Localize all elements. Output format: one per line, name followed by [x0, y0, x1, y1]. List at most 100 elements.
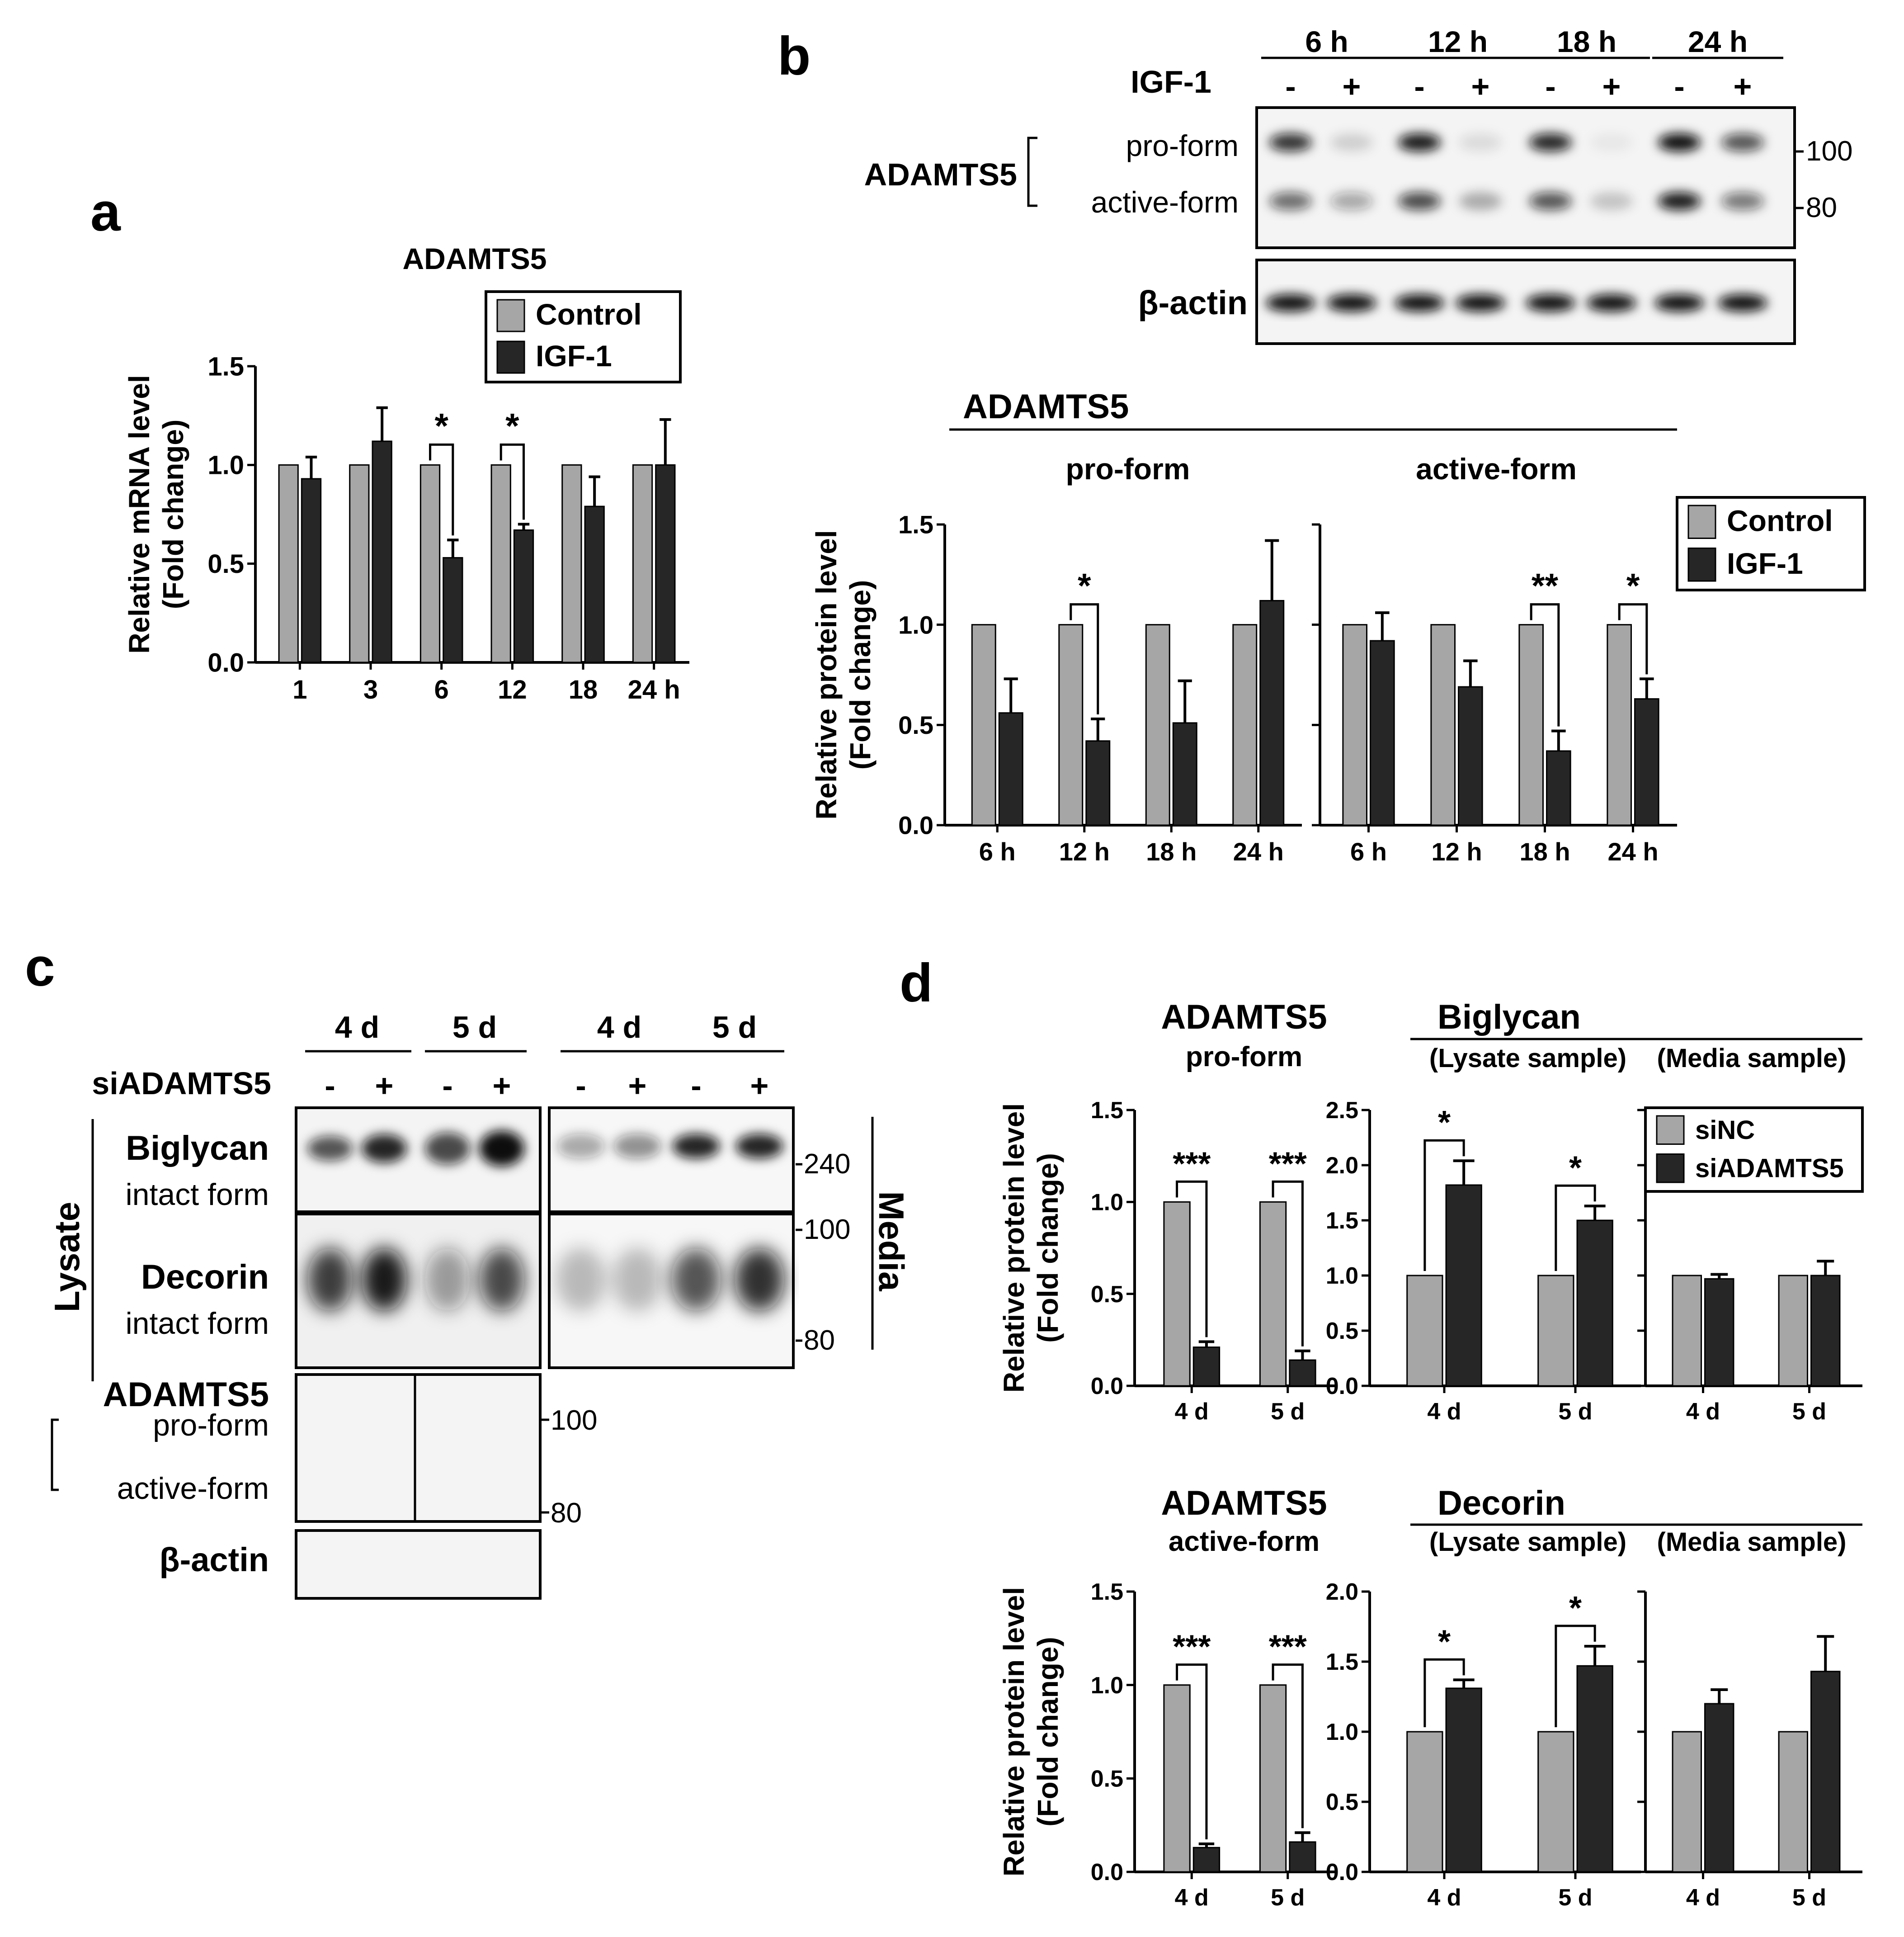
significance-label: ***: [1173, 1629, 1211, 1665]
y-tick-label: 0.0: [1326, 1859, 1358, 1885]
d-decorin-title: Decorin: [1437, 1484, 1565, 1522]
panel-b-blot: 6 h 12 h 18 h 24 h IGF-1 - + - + - + - + ADAMTS…: [864, 25, 1852, 345]
bar-control: [1232, 624, 1258, 826]
blot-band: [557, 1134, 605, 1159]
x-tick-label: 6 h: [1350, 837, 1387, 866]
legend-swatch: [1687, 548, 1716, 582]
x-tick-label: 3: [363, 675, 378, 704]
bar-control: [1672, 1731, 1702, 1873]
significance-bracket: [1530, 603, 1560, 727]
blot-b-adamts5-bands: [1269, 133, 1764, 210]
legend-swatch: [496, 299, 525, 332]
blot-band: [1658, 192, 1701, 210]
blot-c-actin-frame: [295, 1529, 542, 1600]
bar-control: [1342, 624, 1368, 826]
bar-treatment: [1810, 1275, 1841, 1387]
bar-control: [349, 464, 370, 663]
bar-control: [971, 624, 996, 826]
blot-b-loading-label: β-actin: [1138, 284, 1248, 321]
x-tick-label: 12 h: [1059, 837, 1110, 866]
blot-b-sign: +: [1471, 69, 1490, 104]
y-tick-label: 0.5: [1091, 1281, 1123, 1308]
bar-control: [419, 464, 441, 663]
d-decorin-media-label: (Media sample): [1657, 1527, 1847, 1557]
bar-treatment: [372, 440, 392, 663]
bar-treatment: [1370, 640, 1395, 826]
d-active-title: ADAMTS5: [1161, 1484, 1327, 1522]
blot-c-time-3: 4 d: [597, 1010, 641, 1044]
blot-band: [1459, 133, 1502, 151]
blot-c-sign: -: [575, 1068, 586, 1103]
significance-label: *: [1438, 1624, 1451, 1660]
blot-c-decorin-label: Decorin: [141, 1258, 269, 1296]
blot-band: [1529, 133, 1572, 151]
blot-band: [1266, 294, 1315, 312]
y-tick-label: 1.5: [1091, 1097, 1123, 1124]
blot-c-biglycan-label: Biglycan: [126, 1129, 269, 1167]
legend: siNC siADAMTS5: [1644, 1106, 1864, 1193]
bar-treatment: [1172, 722, 1197, 826]
blot-band: [671, 1248, 721, 1311]
blot-band: [1456, 294, 1505, 312]
b-chart-title: ADAMTS5: [963, 387, 1129, 426]
blot-band: [307, 1248, 353, 1311]
chart-d-adamts5-active: 0.0 0.5 1.0 1.5 Relative protein level (Fold …: [998, 1579, 1336, 1911]
bar-treatment: [1445, 1687, 1482, 1873]
panel-label-c: c: [25, 937, 55, 997]
bar-treatment: [1445, 1184, 1482, 1387]
bar-control: [1163, 1684, 1191, 1873]
blot-band: [362, 1134, 407, 1163]
chart-d-biglycan-lysate: 0.0 0.5 1.0 1.5 2.0 2.5 4 d * 5 d * siNC siADAMTS5: [1326, 1097, 1864, 1425]
y-tick-label: 1.5: [207, 352, 244, 381]
blot-c-pro-label: pro-form: [153, 1408, 269, 1442]
blot-band: [1395, 294, 1444, 312]
legend-label: siNC: [1695, 1115, 1755, 1145]
x-tick-label: 24 h: [1607, 837, 1658, 866]
x-tick-label: 5 d: [1792, 1885, 1826, 1911]
blot-c-loading-label: β-actin: [159, 1541, 269, 1578]
legend-label: IGF-1: [536, 339, 612, 373]
bar-treatment: [1458, 686, 1483, 826]
y-tick-label: 1.0: [1091, 1190, 1123, 1216]
bar-control: [490, 464, 511, 663]
blot-b-treatment-label: IGF-1: [1131, 64, 1211, 99]
legend-swatch: [496, 340, 525, 374]
bar-control: [1518, 624, 1544, 826]
blot-band: [1718, 294, 1767, 312]
y-tick-label: 1.5: [1091, 1579, 1123, 1605]
panel-c-blot: 4 d 5 d 4 d 5 d siADAMTS5 - + - + - + - + Lysat…: [47, 1010, 911, 1600]
significance-label: *: [1569, 1150, 1582, 1186]
blot-b-sign: -: [1674, 69, 1684, 104]
blot-b-actin-bands: [1266, 294, 1767, 312]
blot-band: [1330, 192, 1373, 210]
legend-swatch: [1656, 1153, 1685, 1183]
bar-control: [561, 464, 582, 663]
blot-c-time-2: 5 d: [452, 1010, 497, 1044]
blot-c-time-1: 4 d: [335, 1010, 379, 1044]
blot-band: [613, 1134, 661, 1159]
y-axis-label-2: (Fold change): [1032, 1637, 1064, 1827]
blot-c-treatment-label: siADAMTS5: [92, 1066, 271, 1101]
bar-control: [1259, 1684, 1287, 1873]
blot-band: [1269, 133, 1312, 151]
chart-title: ADAMTS5: [402, 242, 547, 275]
b-chart-right-subtitle: active-form: [1416, 452, 1577, 486]
y-axis-label-2: (Fold change): [1032, 1153, 1064, 1343]
bar-control: [1406, 1275, 1443, 1387]
blot-c-adamts5-label: ADAMTS5: [103, 1375, 269, 1414]
significance-label: ***: [1269, 1146, 1307, 1182]
legend-swatch: [1687, 505, 1716, 539]
bar-control: [1537, 1731, 1574, 1873]
x-tick-label: 5 d: [1271, 1885, 1305, 1911]
bar-control: [1058, 624, 1084, 826]
panel-label-a: a: [90, 182, 121, 242]
x-tick-label: 4 d: [1175, 1885, 1209, 1911]
blot-band: [1526, 294, 1575, 312]
blot-band: [362, 1248, 407, 1311]
legend-swatch: [1656, 1115, 1685, 1145]
blot-c-mw-100b: 100: [551, 1405, 597, 1436]
bar-treatment: [1576, 1665, 1613, 1873]
x-tick-label: 18 h: [1519, 837, 1570, 866]
